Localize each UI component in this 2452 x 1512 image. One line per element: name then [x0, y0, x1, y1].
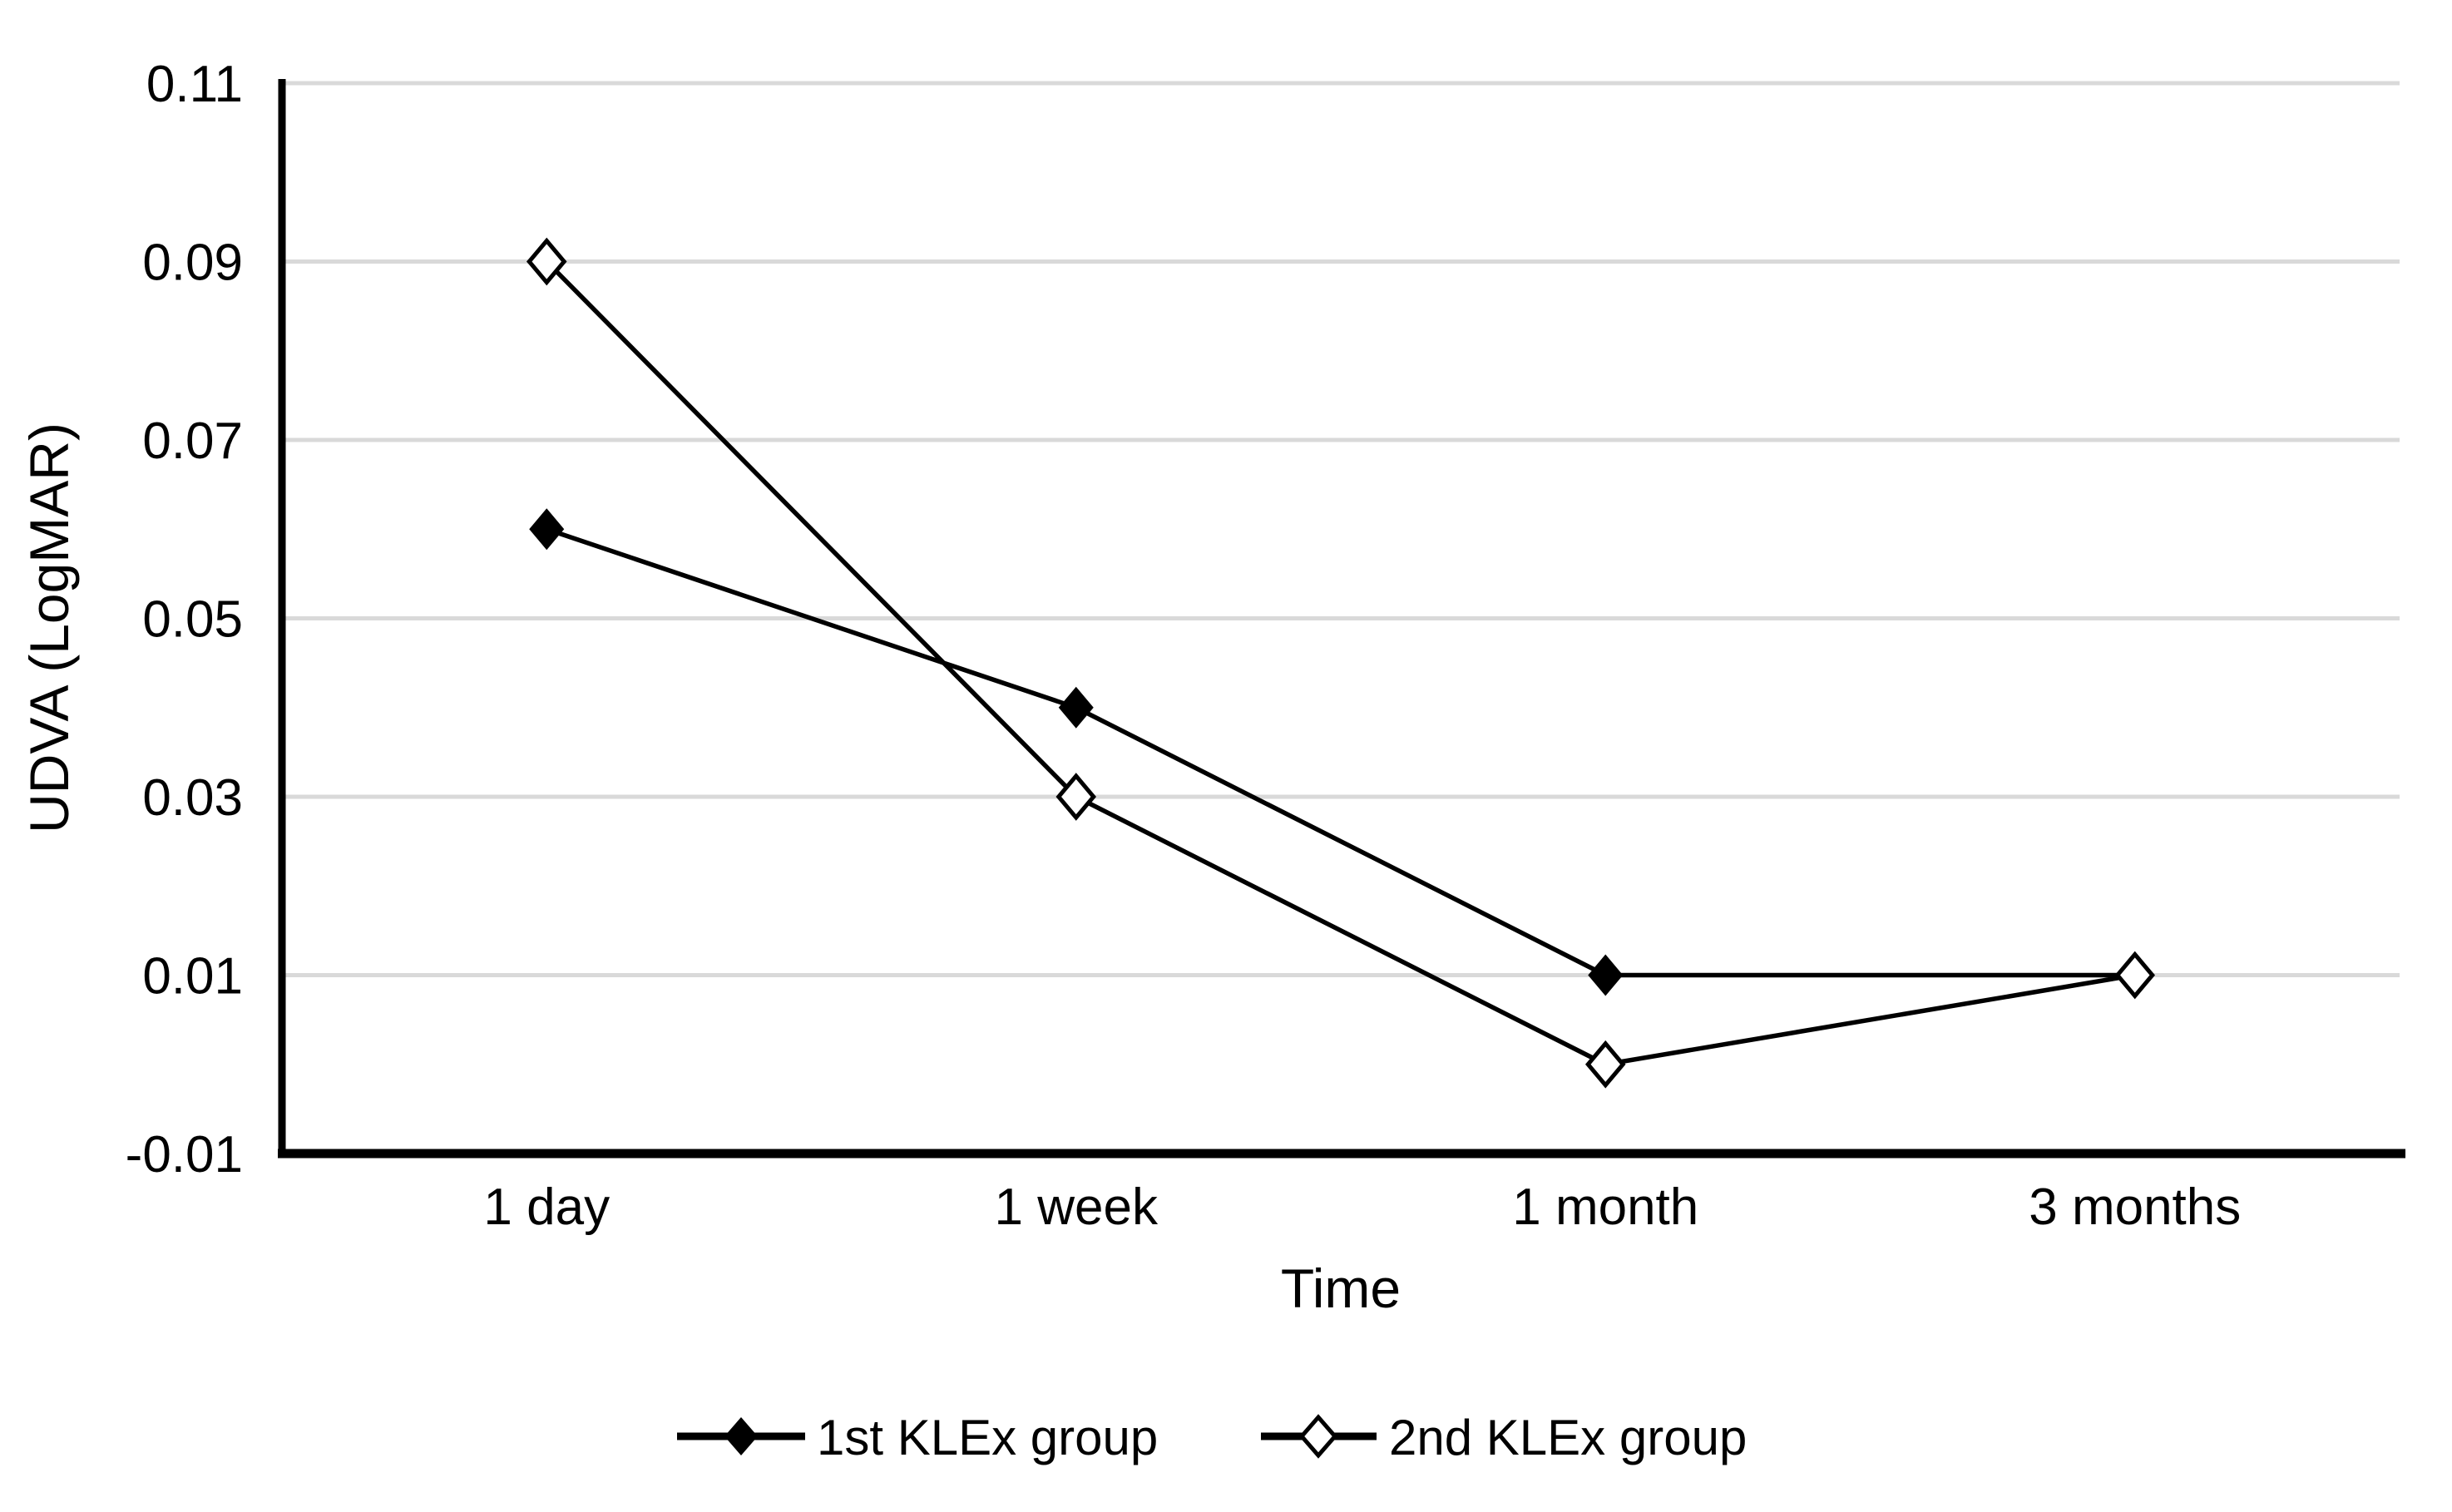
y-tick-labels: 0.11 0.09 0.07 0.05 0.03 0.01 -0.01	[126, 56, 243, 1183]
open-diamond-marker	[1584, 1040, 1626, 1089]
y-tick-label: -0.01	[126, 1126, 243, 1183]
y-tick-label: 0.07	[142, 413, 243, 470]
y-tick-label: 0.03	[142, 769, 243, 827]
y-tick-label: 0.11	[146, 56, 243, 113]
series-line-1	[546, 526, 2135, 978]
legend-label-2nd-klex-group: 2nd KLEx group	[1389, 1410, 1747, 1465]
legend-item-2nd-klex-group: 2nd KLEx group	[1261, 1410, 1747, 1465]
open-diamond-marker	[1055, 773, 1097, 821]
filled-diamond-marker	[1058, 686, 1094, 729]
x-tick-label: 3 months	[2029, 1178, 2241, 1236]
filled-diamond-marker	[1588, 954, 1624, 996]
filled-diamond-marker	[529, 508, 565, 551]
open-diamond-icon	[1298, 1414, 1338, 1459]
open-diamond-marker	[2114, 951, 2156, 1000]
x-tick-label: 1 month	[1512, 1178, 1698, 1236]
x-tick-labels: 1 day 1 week 1 month 3 months	[483, 1178, 2241, 1236]
open-diamond-marker	[526, 237, 567, 286]
gridlines	[282, 81, 2400, 977]
x-tick-label: 1 week	[995, 1178, 1159, 1236]
legend-item-1st-klex-group: 1st KLEx group	[677, 1410, 1158, 1465]
series-plot-area	[526, 237, 2156, 1089]
legend: 1st KLEx group 2nd KLEx group	[677, 1410, 1747, 1465]
y-tick-label: 0.05	[142, 591, 243, 649]
y-axis-title: UDVA (LogMAR)	[18, 422, 80, 833]
x-tick-label: 1 day	[483, 1178, 610, 1236]
filled-diamond-icon	[724, 1417, 758, 1455]
x-axis-title: Time	[1281, 1258, 1401, 1319]
legend-label-1st-klex-group: 1st KLEx group	[817, 1410, 1158, 1465]
y-tick-label: 0.01	[142, 948, 243, 1006]
series-line-2	[545, 259, 2136, 1067]
y-tick-label: 0.09	[142, 235, 243, 292]
